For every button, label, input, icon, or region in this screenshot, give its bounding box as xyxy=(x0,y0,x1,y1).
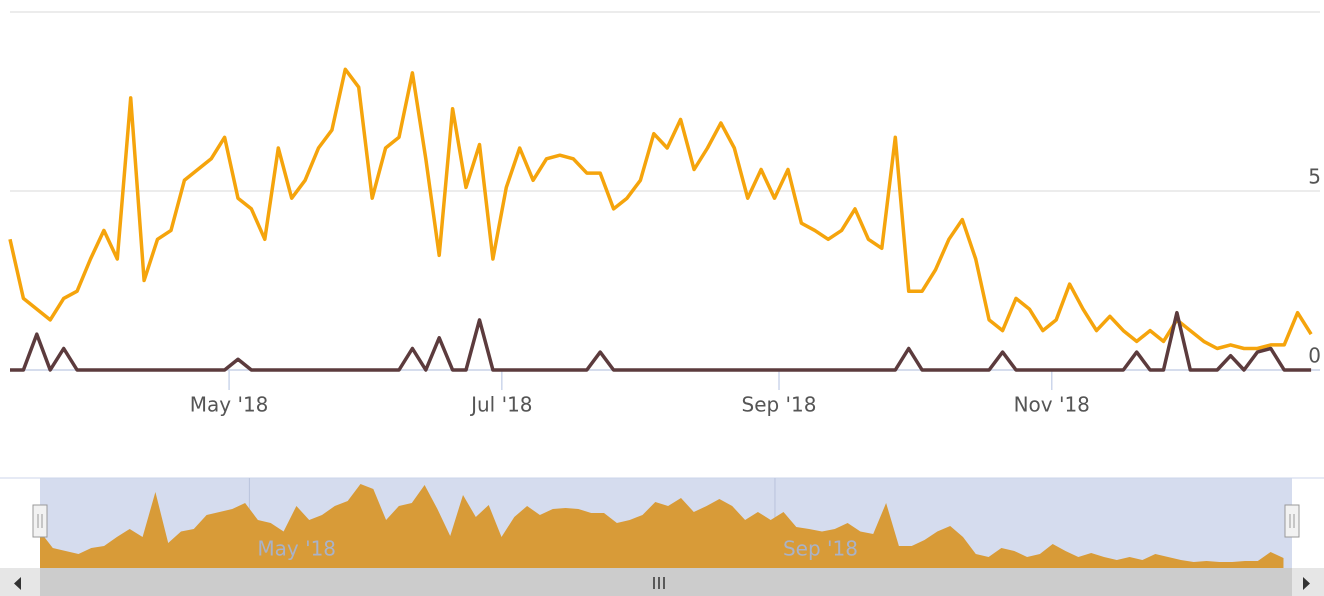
handle-box xyxy=(1284,504,1300,538)
navigator-label: May '18 xyxy=(257,537,336,561)
x-tick-label: Jul '18 xyxy=(469,393,532,417)
y-tick-label: 0 xyxy=(1308,344,1321,368)
scrollbar-thumb[interactable] xyxy=(40,568,1292,596)
navigator-handle[interactable] xyxy=(32,504,48,538)
x-tick-label: Nov '18 xyxy=(1014,393,1090,417)
arrow-left xyxy=(14,577,21,590)
navigator-area xyxy=(40,484,1284,568)
x-tick-label: May '18 xyxy=(190,393,269,417)
navigator-handle[interactable] xyxy=(1284,504,1300,538)
line-series xyxy=(10,310,1312,372)
line-series xyxy=(8,67,1313,351)
handle-box xyxy=(32,504,48,538)
x-tick-label: Sep '18 xyxy=(742,393,817,417)
y-tick-label: 5 xyxy=(1308,165,1321,189)
navigator-label: Sep '18 xyxy=(783,537,858,561)
arrow-right xyxy=(1303,577,1310,590)
